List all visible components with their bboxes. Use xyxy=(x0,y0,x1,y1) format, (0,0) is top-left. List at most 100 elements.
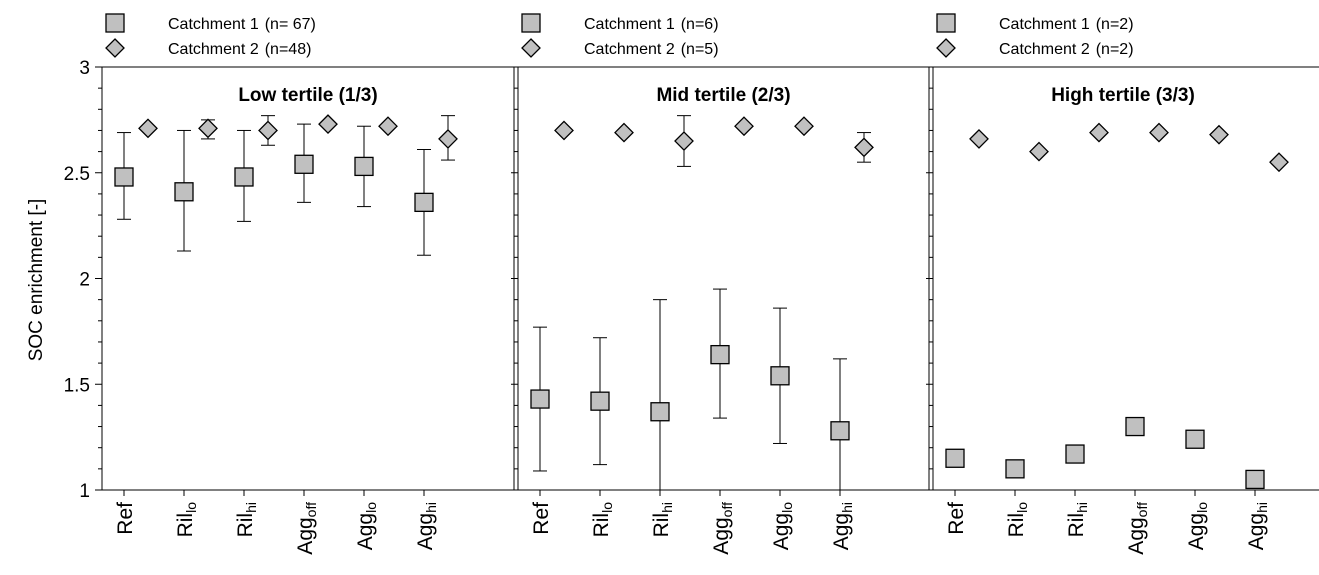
data-point-diamond xyxy=(614,122,634,143)
data-point-square xyxy=(1065,444,1085,464)
data-point-square xyxy=(174,182,194,202)
x-tick-label-base: Agg xyxy=(770,513,793,550)
x-tick-label-subscript: lo xyxy=(363,502,379,513)
legend-series-name: Catchment 2 xyxy=(584,41,675,58)
x-tick-label-subscript: hi xyxy=(659,502,675,513)
data-point-square xyxy=(234,167,254,187)
series-1 xyxy=(530,288,850,490)
legend-series-name: Catchment 2 xyxy=(999,41,1090,58)
data-point-square xyxy=(710,344,730,365)
series-1 xyxy=(114,123,434,256)
x-tick-label: Aggoff xyxy=(710,502,735,555)
data-point-square xyxy=(530,389,550,409)
legend-label: Catchment 2 (n=2) xyxy=(999,41,1134,58)
data-point-diamond xyxy=(198,118,218,139)
panel-title: Low tertile (1/3) xyxy=(238,85,377,106)
y-tick-label: 2 xyxy=(79,270,90,291)
x-tick-label-base: Ril xyxy=(1065,513,1088,538)
data-point-square xyxy=(830,421,850,441)
data-point-square xyxy=(770,366,790,386)
legend-series-n: (n=48) xyxy=(265,41,312,58)
x-tick-label-base: Ril xyxy=(1005,513,1028,538)
data-point-diamond xyxy=(554,120,574,141)
x-tick-label-base: Agg xyxy=(1185,513,1208,550)
data-point-square xyxy=(1005,459,1025,479)
data-point-diamond xyxy=(1269,152,1289,173)
x-tick-label-base: Ril xyxy=(174,513,197,538)
legend-label: Catchment 1 (n=2) xyxy=(999,16,1134,33)
x-tick-label: Rillo xyxy=(1005,502,1030,538)
data-point-diamond xyxy=(318,114,338,135)
legend-label: Catchment 2 (n=48) xyxy=(168,41,311,58)
x-tick-label-base: Ril xyxy=(234,513,257,538)
x-tick-label: Rilhi xyxy=(234,502,259,537)
x-tick-label: Ref xyxy=(114,502,137,535)
x-tick-label-base: Agg xyxy=(710,517,733,554)
x-tick-label-subscript: off xyxy=(303,502,319,517)
x-tick-label-base: Agg xyxy=(830,513,853,550)
y-tick-label: 3 xyxy=(79,58,90,79)
x-tick-label: Agghi xyxy=(1245,502,1270,550)
legend-marker-diamond xyxy=(936,38,956,58)
x-tick-label: Rillo xyxy=(590,502,615,538)
series-2 xyxy=(138,114,458,161)
panel-title: High tertile (3/3) xyxy=(1051,85,1195,106)
legend-marker-diamond xyxy=(105,38,125,58)
x-tick-label-subscript: lo xyxy=(183,502,199,513)
x-tick-label-base: Agg xyxy=(1245,513,1268,550)
data-point-square xyxy=(650,402,670,422)
legend-series-n: (n=6) xyxy=(681,16,719,33)
legend-series-name: Catchment 1 xyxy=(999,16,1090,33)
legend-label: Catchment 2 (n=5) xyxy=(584,41,719,58)
data-point-square xyxy=(354,156,374,177)
y-tick-label: 1 xyxy=(79,481,90,502)
y-tick-label: 1.5 xyxy=(64,375,90,396)
x-tick-label-subscript: off xyxy=(1134,502,1150,517)
data-point-diamond xyxy=(854,137,874,158)
x-tick-label-base: Agg xyxy=(294,517,317,554)
x-tick-label-subscript: off xyxy=(719,502,735,517)
data-point-square xyxy=(590,391,610,411)
legend-marker-diamond xyxy=(521,38,541,58)
legend-label: Catchment 1 (n= 67) xyxy=(168,16,316,33)
x-tick-label-subscript: lo xyxy=(779,502,795,513)
x-tick-label-subscript: lo xyxy=(599,502,615,513)
x-tick-label: Rilhi xyxy=(650,502,675,537)
legend-series-n: (n=2) xyxy=(1096,16,1134,33)
x-tick-label-subscript: lo xyxy=(1014,502,1030,513)
x-tick-label: Ref xyxy=(530,502,553,535)
x-tick-label: Agglo xyxy=(770,502,795,550)
data-point-square xyxy=(1245,469,1265,490)
data-point-diamond xyxy=(794,116,814,137)
x-tick-label-subscript: hi xyxy=(1074,502,1090,513)
legend-marker-square xyxy=(936,13,956,33)
legend-series-n: (n= 67) xyxy=(265,16,316,33)
x-tick-label: Aggoff xyxy=(1125,502,1150,555)
x-tick-label-base: Agg xyxy=(1125,517,1148,554)
x-tick-label-subscript: hi xyxy=(1254,502,1270,513)
x-tick-label: Agglo xyxy=(354,502,379,550)
data-point-diamond xyxy=(138,118,158,139)
x-tick-label-base: Agg xyxy=(414,513,437,550)
x-tick-label: Rillo xyxy=(174,502,199,538)
data-point-diamond xyxy=(1149,122,1169,143)
legend-marker-square xyxy=(105,13,125,33)
legend-series-name: Catchment 1 xyxy=(584,16,675,33)
data-point-square xyxy=(294,154,314,174)
x-tick-label-subscript: hi xyxy=(423,502,439,513)
y-tick-label: 2.5 xyxy=(64,164,90,185)
legend-label: Catchment 1 (n=6) xyxy=(584,16,719,33)
x-tick-label-base: Ril xyxy=(590,513,613,538)
x-tick-label-base: Ref xyxy=(114,502,137,535)
data-point-diamond xyxy=(1209,124,1229,145)
x-tick-label-base: Ref xyxy=(945,502,968,535)
x-tick-label-subscript: hi xyxy=(839,502,855,513)
panel-title: Mid tertile (2/3) xyxy=(656,85,790,106)
data-point-diamond xyxy=(1029,141,1049,162)
data-point-square xyxy=(414,192,434,213)
x-tick-label-subscript: hi xyxy=(243,502,259,513)
